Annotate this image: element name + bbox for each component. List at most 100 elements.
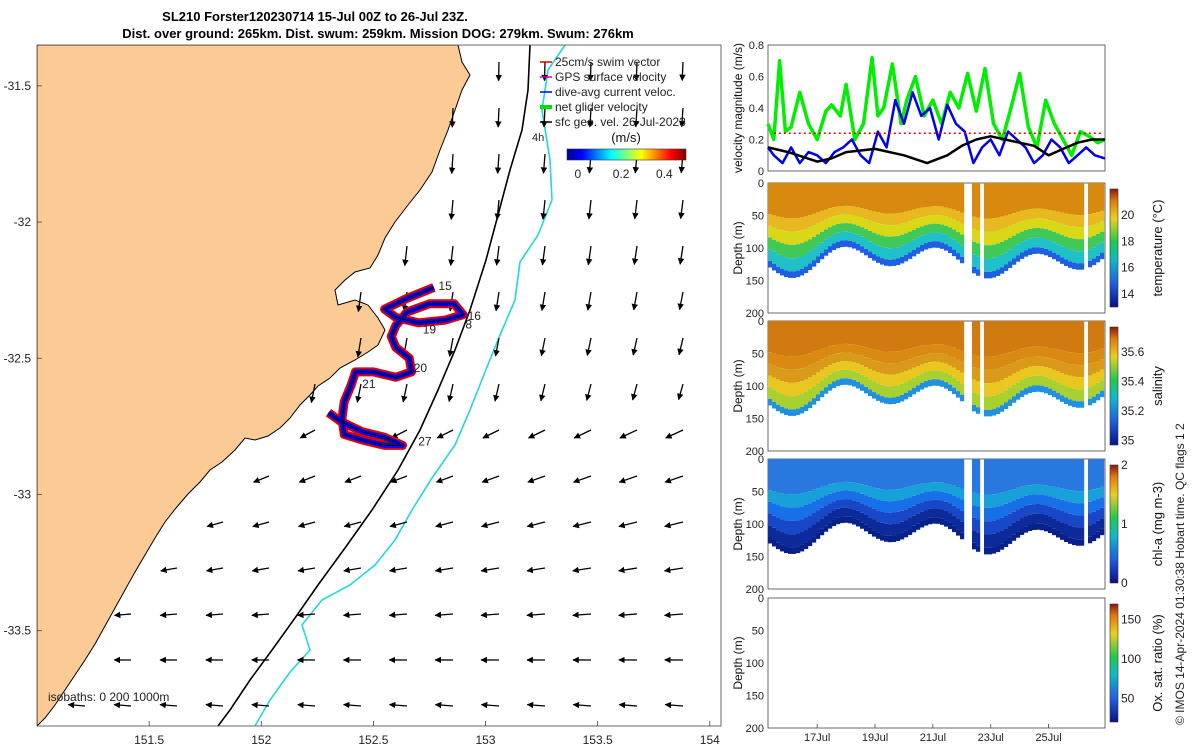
profile-cell bbox=[1088, 387, 1093, 399]
profile-cell bbox=[768, 237, 773, 250]
profile-cell bbox=[788, 183, 793, 219]
colorbar-tick-label: 14 bbox=[1121, 287, 1135, 301]
profile-cell bbox=[888, 248, 893, 260]
profile-cell bbox=[776, 517, 781, 531]
velocity-arrow bbox=[585, 337, 592, 357]
velocity-arrow bbox=[159, 701, 178, 709]
profile-cell bbox=[780, 256, 785, 269]
profile-cell bbox=[892, 351, 897, 364]
velocity-arrow bbox=[494, 153, 502, 174]
profile-cell bbox=[900, 459, 905, 489]
profile-cell bbox=[1072, 526, 1077, 539]
profile-cell bbox=[840, 516, 845, 524]
profile-cell bbox=[768, 501, 773, 514]
profile-cell bbox=[1056, 254, 1061, 262]
profile-cell bbox=[944, 363, 949, 373]
profile-cell bbox=[848, 223, 853, 233]
profile-cell bbox=[880, 235, 885, 247]
profile-cell bbox=[1020, 221, 1025, 232]
velocity-arrow bbox=[541, 107, 548, 128]
profile-cell bbox=[1012, 235, 1017, 247]
profile-cell bbox=[1000, 530, 1005, 544]
profile-cell bbox=[904, 382, 909, 393]
profile-cell bbox=[892, 247, 897, 260]
profile-cell bbox=[908, 528, 913, 535]
profile-cell bbox=[892, 259, 897, 266]
profile-cell bbox=[976, 519, 981, 533]
profile-cell bbox=[820, 497, 825, 508]
profile-cell bbox=[864, 347, 869, 358]
profile-cell bbox=[1072, 321, 1077, 353]
profile-cell bbox=[988, 321, 993, 357]
profile-cell bbox=[884, 351, 889, 363]
profile-cell bbox=[1068, 502, 1073, 514]
profile-cell bbox=[836, 232, 841, 242]
profile-cell bbox=[892, 459, 897, 490]
velocity-ytick: 0.8 bbox=[749, 40, 764, 52]
velocity-ytick: 0 bbox=[758, 166, 764, 178]
profile-cell bbox=[944, 321, 949, 346]
profile-cell bbox=[948, 375, 953, 385]
profile-cell bbox=[1100, 252, 1105, 260]
profile-cell bbox=[900, 372, 905, 384]
profile-cell bbox=[992, 257, 997, 272]
profile-cell bbox=[824, 219, 829, 230]
profile-cell bbox=[1096, 393, 1101, 401]
lon-tick-label: 152.5 bbox=[358, 733, 388, 747]
profile-cell bbox=[820, 518, 825, 529]
profile-cell bbox=[1032, 523, 1037, 530]
profile-cell bbox=[776, 542, 781, 550]
profile-cell bbox=[804, 492, 809, 505]
profile-cell bbox=[896, 362, 901, 374]
velocity-arrow bbox=[343, 566, 362, 574]
profile-cell bbox=[1040, 385, 1045, 393]
profile-cell bbox=[880, 321, 885, 352]
profile-cell bbox=[952, 347, 957, 358]
profile-cell bbox=[992, 321, 997, 357]
profile-cell bbox=[868, 241, 873, 252]
profile-cell bbox=[1072, 538, 1077, 546]
colorbar-title: (m/s) bbox=[611, 130, 641, 145]
lat-tick-label: -33 bbox=[14, 487, 32, 501]
day-label: 16 bbox=[468, 309, 482, 323]
profile-cell bbox=[816, 532, 821, 539]
profile-cell bbox=[1080, 263, 1085, 270]
profile-cell bbox=[984, 245, 989, 259]
profile-cell bbox=[844, 343, 849, 353]
profile-cell bbox=[856, 501, 861, 511]
profile-cell bbox=[1088, 459, 1093, 491]
profile-cell bbox=[1056, 222, 1061, 234]
profile-cell bbox=[1048, 486, 1053, 497]
date-tick-label: 17Jul bbox=[804, 732, 830, 744]
profile-cell bbox=[992, 520, 997, 534]
profile-cell bbox=[924, 207, 929, 217]
profile-cell bbox=[940, 500, 945, 510]
profile-cell bbox=[808, 227, 813, 240]
profile-cell bbox=[1052, 183, 1057, 211]
profile-cell bbox=[904, 211, 909, 223]
profile-cell bbox=[812, 225, 817, 237]
profile-cell bbox=[772, 227, 777, 240]
profile-cell bbox=[1080, 321, 1085, 354]
profile-cell bbox=[812, 363, 817, 375]
profile-cell bbox=[1092, 224, 1097, 236]
profile-cell bbox=[996, 519, 1001, 533]
profile-cell bbox=[844, 490, 849, 500]
profile-cell bbox=[1092, 258, 1097, 266]
profile-cell bbox=[796, 257, 801, 271]
velocity-arrow bbox=[113, 611, 132, 619]
profile-cell bbox=[1072, 250, 1077, 263]
profile-cell bbox=[900, 521, 905, 533]
velocity-arrow bbox=[390, 475, 408, 484]
profile-cell bbox=[1000, 354, 1005, 368]
profile-cell bbox=[1056, 244, 1061, 255]
profile-cell bbox=[808, 503, 813, 516]
profile-cell bbox=[1052, 486, 1057, 498]
profile-cell bbox=[824, 183, 829, 210]
profile-cell bbox=[928, 500, 933, 509]
profile-cell bbox=[1072, 226, 1077, 239]
profile-cell bbox=[812, 374, 817, 387]
profile-cell bbox=[820, 242, 825, 253]
profile-cell bbox=[884, 535, 889, 542]
profile-cell bbox=[780, 183, 785, 218]
